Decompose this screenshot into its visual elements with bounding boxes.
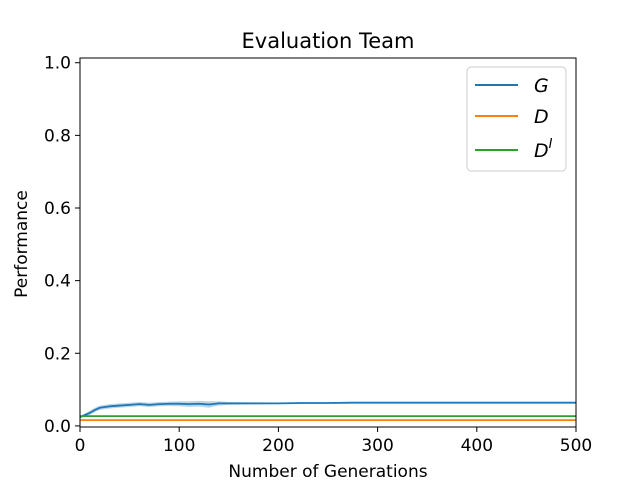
y-tick-label: 0.2 bbox=[44, 344, 71, 364]
legend-label: G bbox=[534, 75, 549, 97]
x-tick-label: 500 bbox=[560, 436, 592, 456]
series-0-line bbox=[79, 401, 576, 419]
y-tick-label: 0.0 bbox=[44, 417, 71, 437]
x-axis: 0 100 200 300 400 500 bbox=[75, 427, 592, 456]
legend-label: DI bbox=[534, 137, 553, 162]
x-tick-label: 300 bbox=[361, 436, 393, 456]
x-tick-label: 0 bbox=[75, 436, 86, 456]
y-tick-label: 0.4 bbox=[44, 272, 71, 292]
y-tick-label: 0.6 bbox=[44, 199, 71, 219]
y-axis-label: Performance bbox=[12, 190, 32, 298]
legend-item: G bbox=[475, 75, 549, 97]
legend-item: D bbox=[475, 106, 549, 128]
legend-label: D bbox=[534, 106, 549, 128]
legend: GD DI bbox=[466, 66, 567, 172]
series-0 bbox=[79, 400, 576, 419]
plot-area bbox=[79, 57, 577, 428]
y-tick-label: 1.0 bbox=[44, 54, 71, 74]
x-tick-label: 400 bbox=[461, 436, 493, 456]
legend-box bbox=[466, 66, 567, 172]
y-axis: 0.0 0.2 0.4 0.6 0.8 1.0 bbox=[44, 54, 80, 437]
x-tick-label: 200 bbox=[262, 436, 294, 456]
series-0-confidence-band bbox=[80, 400, 576, 418]
legend-item: DI bbox=[475, 137, 553, 162]
plot-frame bbox=[79, 57, 577, 428]
y-tick-label: 0.8 bbox=[44, 126, 71, 146]
chart-title: Evaluation Team bbox=[242, 29, 415, 53]
x-axis-label: Number of Generations bbox=[228, 462, 427, 480]
x-tick-label: 100 bbox=[163, 436, 195, 456]
